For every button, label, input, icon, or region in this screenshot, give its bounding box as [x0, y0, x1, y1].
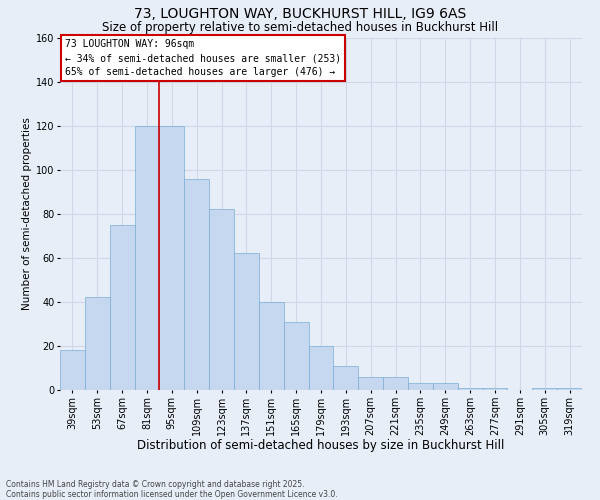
Bar: [134, 126, 160, 390]
Bar: [458, 388, 482, 390]
Bar: [408, 384, 433, 390]
Text: 73, LOUGHTON WAY, BUCKHURST HILL, IG9 6AS: 73, LOUGHTON WAY, BUCKHURST HILL, IG9 6A…: [134, 8, 466, 22]
Bar: [234, 254, 259, 390]
Bar: [482, 388, 508, 390]
Text: Size of property relative to semi-detached houses in Buckhurst Hill: Size of property relative to semi-detach…: [102, 21, 498, 34]
Bar: [358, 377, 383, 390]
Bar: [284, 322, 308, 390]
Bar: [433, 384, 458, 390]
Text: Contains HM Land Registry data © Crown copyright and database right 2025.
Contai: Contains HM Land Registry data © Crown c…: [6, 480, 338, 499]
Bar: [110, 225, 134, 390]
Text: 73 LOUGHTON WAY: 96sqm
← 34% of semi-detached houses are smaller (253)
65% of se: 73 LOUGHTON WAY: 96sqm ← 34% of semi-det…: [65, 40, 341, 78]
Bar: [557, 388, 582, 390]
Bar: [60, 350, 85, 390]
Bar: [334, 366, 358, 390]
Bar: [160, 126, 184, 390]
Bar: [308, 346, 334, 390]
Bar: [259, 302, 284, 390]
Bar: [532, 388, 557, 390]
Bar: [85, 298, 110, 390]
Y-axis label: Number of semi-detached properties: Number of semi-detached properties: [22, 118, 32, 310]
X-axis label: Distribution of semi-detached houses by size in Buckhurst Hill: Distribution of semi-detached houses by …: [137, 439, 505, 452]
Bar: [209, 210, 234, 390]
Bar: [383, 377, 408, 390]
Bar: [184, 178, 209, 390]
